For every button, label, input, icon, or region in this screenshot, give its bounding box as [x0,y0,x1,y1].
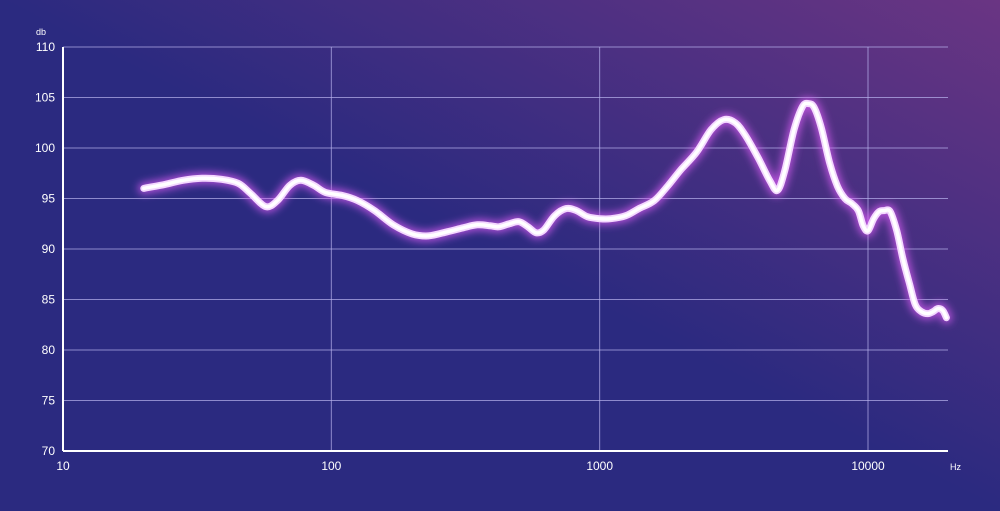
y-tick-label: 90 [42,242,56,256]
grid [63,46,948,451]
axes [62,47,948,452]
y-tick-label: 95 [42,192,56,206]
y-tick-label: 105 [35,91,55,105]
y-tick-label: 100 [35,141,55,155]
x-unit-label: Hz [950,462,961,472]
x-tick-label: 10 [56,459,70,473]
y-tick-label: 110 [36,40,55,54]
x-tick-label: 100 [321,459,341,473]
tick-labels: 70 75 80 85 90 95 100 105 110 10 100 1000 10000 [35,40,885,473]
response-curve-layer [137,97,953,324]
y-unit-label: db [36,27,46,37]
y-tick-label: 80 [42,343,56,357]
x-tick-label: 1000 [586,459,613,473]
x-tick-label: 10000 [851,459,885,473]
response-curve [142,101,949,320]
y-tick-label: 70 [42,444,56,458]
y-tick-label: 85 [42,293,56,307]
y-tick-label: 75 [42,394,56,408]
